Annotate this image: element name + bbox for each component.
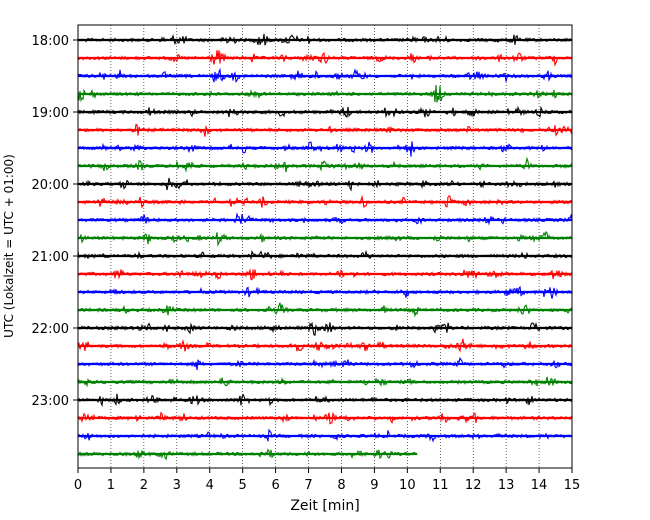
grid-lines: [110, 25, 540, 468]
y-tick-label: 20:00: [32, 178, 69, 193]
y-axis-title: UTC (Lokalzeit = UTC + 01:00): [2, 154, 16, 338]
x-axis: 0 1 2 3 4 5 6 7 8 9 10 11 12 13 14 15: [74, 468, 580, 493]
x-tick-label: 0: [74, 478, 82, 493]
y-tick-label: 22:00: [32, 322, 69, 337]
plot-frame: [77, 24, 573, 469]
x-tick-label: 9: [370, 478, 378, 493]
x-tick-label: 7: [304, 478, 312, 493]
x-tick-label: 1: [107, 478, 115, 493]
y-tick-label: 19:00: [32, 106, 69, 121]
x-tick-label: 6: [271, 478, 279, 493]
y-tick-label: 18:00: [32, 34, 69, 49]
x-tick-label: 11: [432, 478, 449, 493]
x-tick-label: 3: [173, 478, 181, 493]
seismogram-traces: [77, 33, 573, 461]
x-tick-label: 5: [239, 478, 247, 493]
y-tick-label: 23:00: [32, 394, 69, 409]
x-tick-label: 13: [498, 478, 515, 493]
x-axis-title: Zeit [min]: [290, 498, 359, 514]
y-axis: 18:00 19:00 20:00 21:00 22:00 23:00: [32, 34, 78, 409]
y-tick-label: 21:00: [32, 250, 69, 265]
x-tick-label: 14: [531, 478, 548, 493]
x-tick-label: 2: [140, 478, 148, 493]
x-tick-label: 12: [465, 478, 482, 493]
x-tick-label: 4: [206, 478, 214, 493]
x-tick-label: 8: [337, 478, 345, 493]
x-tick-label: 15: [564, 478, 581, 493]
x-tick-label: 10: [399, 478, 416, 493]
